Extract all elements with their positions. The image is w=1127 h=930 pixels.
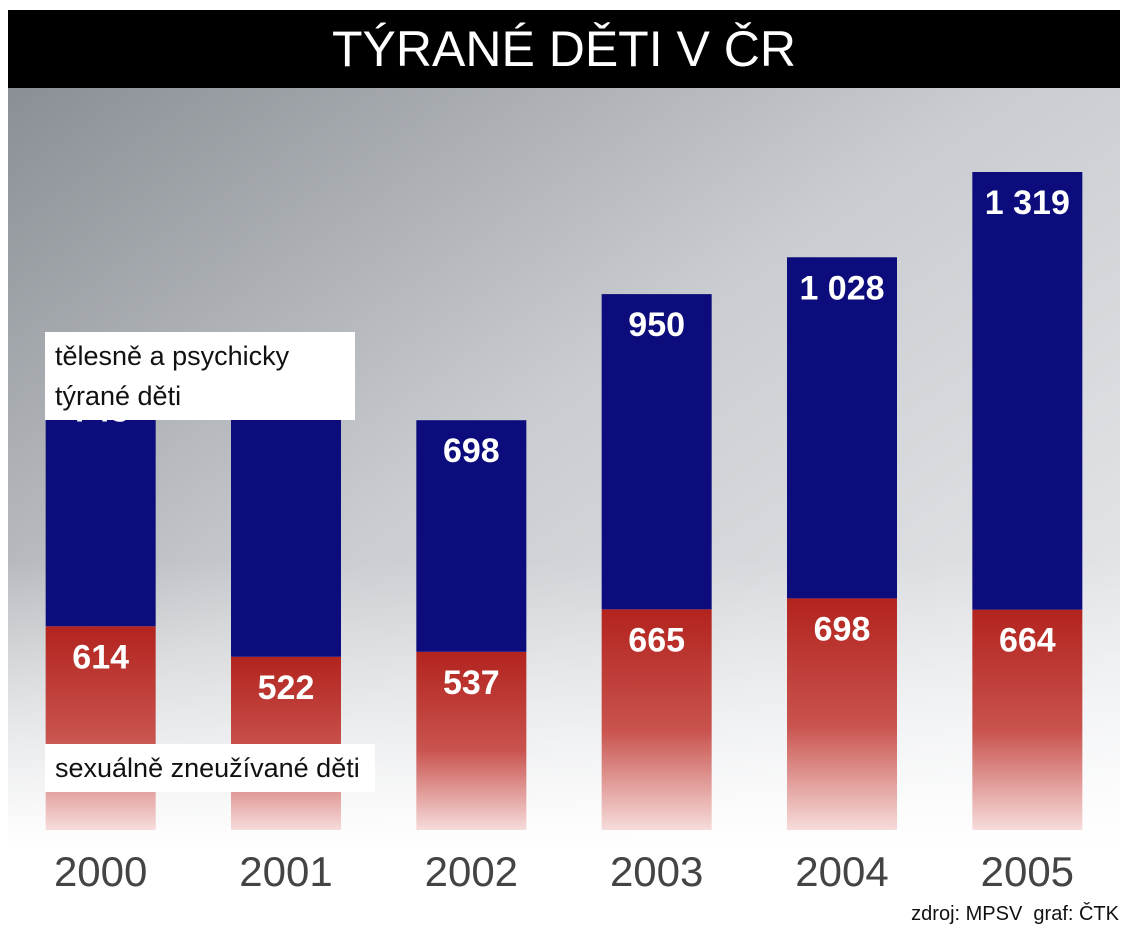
legend-note: tělesně a psychicky týrané děti bbox=[45, 332, 355, 420]
bar-segment bbox=[972, 172, 1082, 610]
source: zdroj: MPSV graf: ČTK bbox=[911, 903, 1119, 926]
value-label: 1 028 bbox=[799, 269, 884, 307]
value-label: 664 bbox=[999, 622, 1056, 660]
x-tick-label: 2004 bbox=[795, 848, 888, 895]
value-label: 1 319 bbox=[985, 184, 1070, 222]
value-label: 698 bbox=[443, 432, 500, 470]
background-fade bbox=[8, 560, 1120, 850]
value-label: 950 bbox=[628, 306, 685, 344]
legend-note: sexuálně zneužívané děti bbox=[45, 744, 375, 792]
bar-segment bbox=[787, 257, 897, 598]
x-tick-label: 2000 bbox=[54, 848, 147, 895]
x-tick-label: 2001 bbox=[239, 848, 332, 895]
chart-title: TÝRANÉ DĚTI V ČR bbox=[332, 21, 796, 77]
x-tick-label: 2005 bbox=[981, 848, 1074, 895]
value-label: 698 bbox=[814, 610, 871, 648]
value-label: 537 bbox=[443, 664, 500, 702]
value-label: 665 bbox=[628, 621, 685, 659]
x-tick-label: 2002 bbox=[425, 848, 518, 895]
page: TÝRANÉ DĚTI V ČR 61474320005228842001537… bbox=[0, 0, 1127, 930]
value-label: 522 bbox=[258, 669, 315, 707]
value-label: 614 bbox=[72, 638, 129, 676]
x-tick-label: 2003 bbox=[610, 848, 703, 895]
